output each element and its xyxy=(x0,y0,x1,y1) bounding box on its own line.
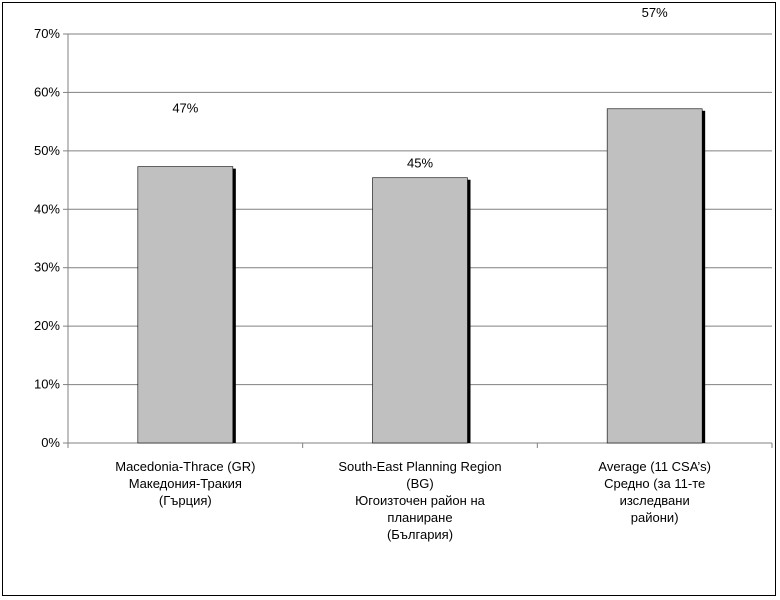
y-tick-label-4: 40% xyxy=(34,201,60,216)
category-label-3-line-2: Средно (за 11-те xyxy=(604,476,705,491)
bars xyxy=(137,108,706,444)
y-tick-label-0: 0% xyxy=(41,435,60,450)
category-label-3-line-3: изследвани xyxy=(620,493,690,508)
category-label-2-line-5: (България) xyxy=(387,527,453,542)
y-tick-label-5: 50% xyxy=(34,143,60,158)
category-label-3-line-4: райони) xyxy=(631,510,679,525)
category-label-3-line-1: Average (11 CSA’s) xyxy=(598,459,710,474)
y-tick-labels: 0% 10% 20% 30% 40% 50% 60% 70% xyxy=(34,26,60,450)
category-labels: Macedonia-Thrace (GR) Македония-Тракия (Гъ… xyxy=(115,459,711,542)
y-tick-label-3: 30% xyxy=(34,260,60,275)
y-tick-label-7: 70% xyxy=(34,26,60,41)
data-label-2: 45% xyxy=(407,156,433,171)
bar-1 xyxy=(137,166,234,444)
category-label-2-line-2: (BG) xyxy=(406,476,433,491)
data-labels: 47% 45% 57% xyxy=(172,5,668,171)
bar-3 xyxy=(606,108,703,444)
y-tick-label-6: 60% xyxy=(34,84,60,99)
bar-2 xyxy=(372,177,468,444)
category-label-2-line-3: Югоизточен район на xyxy=(355,493,486,508)
category-label-1-line-3: (Гърция) xyxy=(159,493,212,508)
data-label-1: 47% xyxy=(172,101,198,116)
category-label-2-line-4: планиране xyxy=(387,510,452,525)
y-tick-label-1: 10% xyxy=(34,377,60,392)
category-label-1-line-1: Macedonia-Thrace (GR) xyxy=(115,459,255,474)
y-tick-label-2: 20% xyxy=(34,318,60,333)
category-label-2-line-1: South-East Planning Region xyxy=(338,459,501,474)
category-label-1-line-2: Македония-Тракия xyxy=(129,476,242,491)
data-label-3: 57% xyxy=(642,5,668,20)
